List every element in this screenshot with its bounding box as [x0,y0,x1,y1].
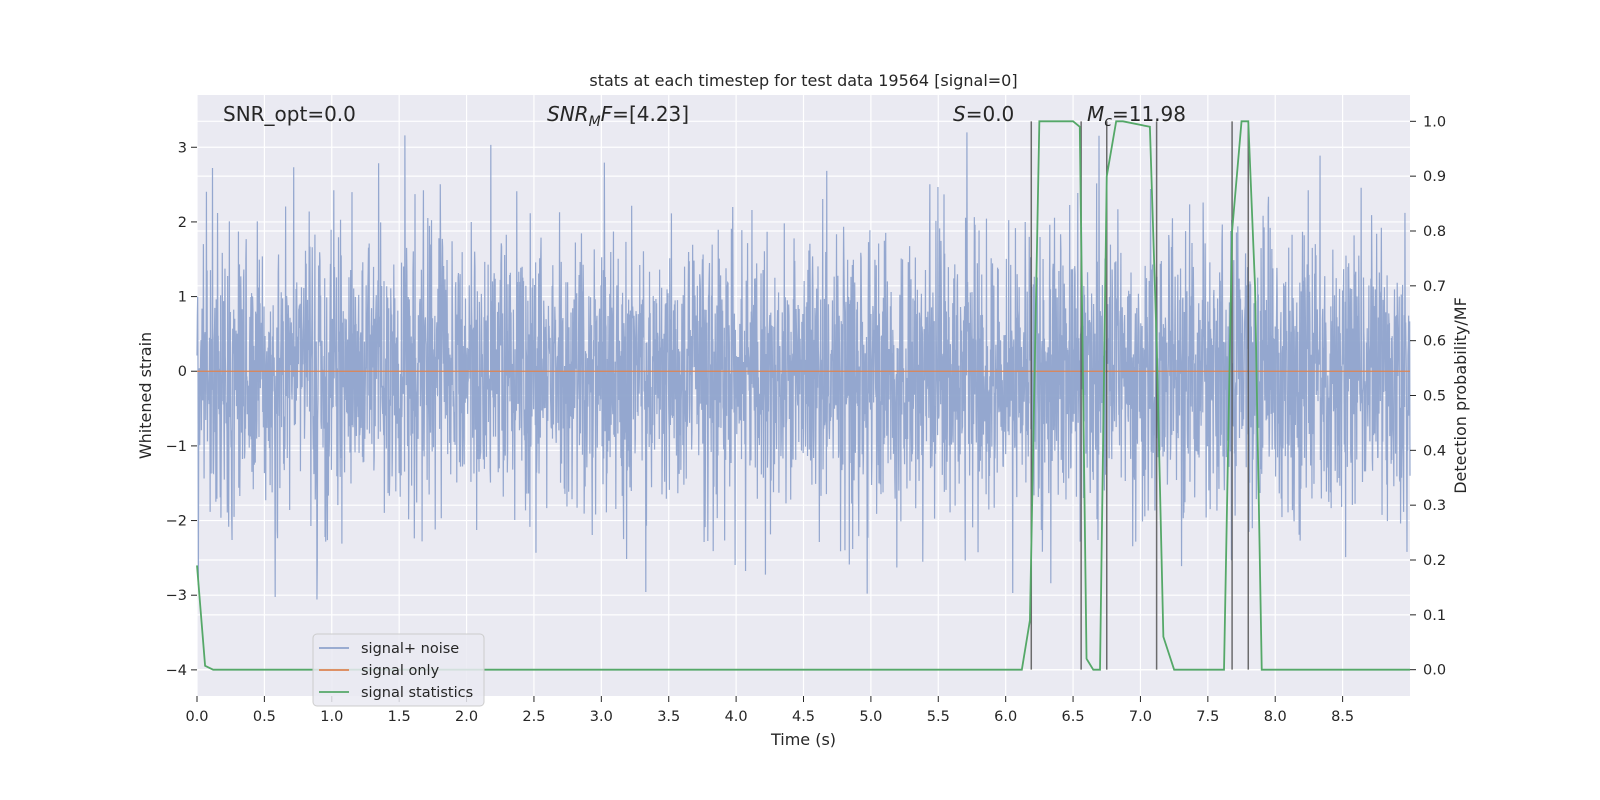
legend: signal+ noise signal only signal statistic… [312,633,485,707]
x-tick-label: 1.0 [320,709,343,725]
y-tick-label: −3 [166,588,187,604]
signal-statistics-series [196,120,1410,671]
x-tick-label: 3.5 [657,709,680,725]
left-axis: 3 2 1 0 −1 −2 −3 −4 [166,140,197,679]
annotation-snr-opt: SNR_opt=0.0 [223,102,356,126]
legend-label: signal statistics [361,685,473,701]
x-tick-label: 2.0 [455,709,478,725]
x-tick-label: 4.5 [792,709,815,725]
signal-noise-series [196,132,1411,600]
annotation-mc: Mc=11.98 [1087,102,1186,130]
y-axis-label: Whitened strain [136,332,155,459]
y2-tick-label: 0.2 [1423,553,1446,569]
y-tick-label: −1 [166,439,187,455]
signal-statistics-line [196,120,1410,671]
y2-tick-label: 0.0 [1423,663,1446,679]
y2-tick-label: 0.6 [1423,334,1446,350]
y-tick-label: 3 [178,140,187,156]
y2-tick-label: 0.4 [1423,443,1446,459]
y2-tick-label: 0.8 [1423,224,1446,240]
y2-tick-label: 0.5 [1423,389,1446,405]
right-axis: 1.0 0.9 0.8 0.7 0.6 0.5 0.4 0.3 0.2 0.1 0.0 [1410,114,1446,679]
x-tick-label: 8.5 [1331,709,1354,725]
y2-tick-label: 1.0 [1423,114,1446,130]
x-tick-label: 2.5 [522,709,545,725]
y-tick-label: −2 [166,514,187,530]
y2-axis-label: Detection probability/MF [1451,297,1470,494]
x-tick-label: 0.0 [185,709,208,725]
x-tick-label: 4.0 [725,709,748,725]
y-tick-label: −4 [166,663,187,679]
x-tick-label: 0.5 [253,709,276,725]
x-tick-label: 5.0 [859,709,882,725]
noise-line [196,132,1411,600]
x-tick-label: 7.0 [1129,709,1152,725]
x-tick-label: 8.0 [1264,709,1287,725]
bottom-axis: 0.0 0.5 1.0 1.5 2.0 2.5 3.0 3.5 4.0 4.5 5.0 5.5 6.0 6… [185,696,1354,725]
y2-tick-label: 0.3 [1423,498,1446,514]
x-tick-label: 6.5 [1062,709,1085,725]
x-tick-label: 3.0 [590,709,613,725]
annotation-s: S=0.0 [953,102,1014,126]
legend-label: signal+ noise [361,641,459,657]
x-tick-label: 5.5 [927,709,950,725]
y2-tick-label: 0.9 [1423,169,1446,185]
annotation-snr-mf-value: [4.23] [629,102,689,126]
x-tick-label: 7.5 [1196,709,1219,725]
x-tick-label: 6.0 [994,709,1017,725]
annotation-snr-mf: SNRMF=[4.23] [547,102,689,130]
annotation-s-value: 0.0 [982,102,1014,126]
y-tick-label: 1 [178,290,187,306]
y2-tick-label: 0.7 [1423,279,1446,295]
x-axis-label: Time (s) [770,730,836,749]
y-tick-label: 2 [178,215,187,231]
legend-box [312,633,485,707]
chart-title: stats at each timestep for test data 195… [589,71,1017,90]
annotation-mc-value: 11.98 [1129,102,1186,126]
y-tick-label: 0 [178,364,187,380]
x-tick-label: 1.5 [388,709,411,725]
y2-tick-label: 0.1 [1423,608,1446,624]
legend-label: signal only [361,663,440,679]
